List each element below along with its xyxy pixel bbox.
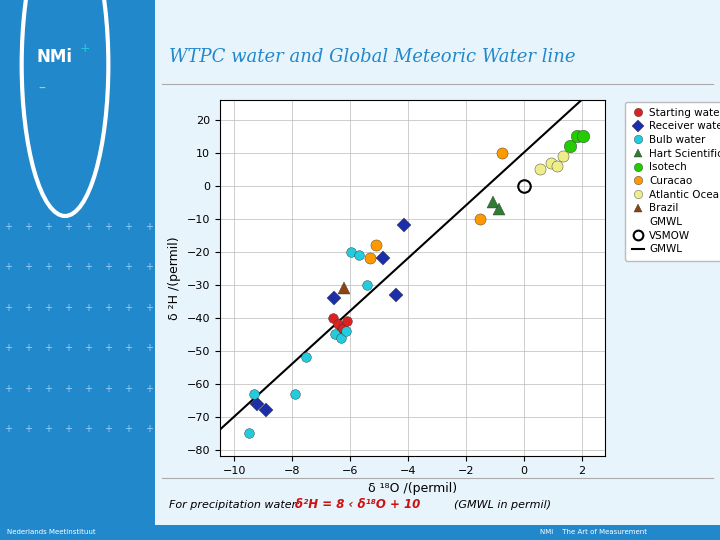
Text: +: + <box>24 424 32 434</box>
Text: +: + <box>44 384 52 394</box>
Text: +: + <box>104 384 112 394</box>
Text: +: + <box>44 343 52 353</box>
Text: +: + <box>24 303 32 313</box>
Text: Nederlands Meetinstituut: Nederlands Meetinstituut <box>7 529 96 536</box>
Text: +: + <box>145 222 153 232</box>
Text: +: + <box>4 262 12 272</box>
Text: +: + <box>4 222 12 232</box>
Text: +: + <box>125 343 132 353</box>
Text: +: + <box>84 222 92 232</box>
Text: +: + <box>145 343 153 353</box>
Text: –: – <box>38 82 45 96</box>
Text: +: + <box>145 303 153 313</box>
Text: +: + <box>125 222 132 232</box>
Text: +: + <box>145 424 153 434</box>
Text: δ²H = 8 ‹ δ¹⁸O + 10: δ²H = 8 ‹ δ¹⁸O + 10 <box>295 498 420 511</box>
Text: NMi: NMi <box>36 48 72 66</box>
Text: +: + <box>64 384 72 394</box>
Text: WTPC water and Global Meteoric Water line: WTPC water and Global Meteoric Water lin… <box>169 48 576 66</box>
Text: +: + <box>104 424 112 434</box>
Text: +: + <box>104 343 112 353</box>
Text: +: + <box>44 303 52 313</box>
Text: +: + <box>125 424 132 434</box>
Y-axis label: δ ²H /(permil): δ ²H /(permil) <box>168 237 181 320</box>
Text: +: + <box>4 343 12 353</box>
Text: +: + <box>64 303 72 313</box>
Text: +: + <box>104 262 112 272</box>
Text: +: + <box>24 343 32 353</box>
Text: +: + <box>44 222 52 232</box>
Text: +: + <box>4 384 12 394</box>
Text: +: + <box>64 262 72 272</box>
Text: +: + <box>64 222 72 232</box>
Text: +: + <box>44 262 52 272</box>
Text: +: + <box>64 343 72 353</box>
Text: +: + <box>125 303 132 313</box>
Text: +: + <box>84 424 92 434</box>
Text: +: + <box>4 424 12 434</box>
Text: +: + <box>84 384 92 394</box>
Legend: Starting water, Receiver water, Bulb water, Hart Scientific, Isotech, Curacao, A: Starting water, Receiver water, Bulb wat… <box>626 102 720 260</box>
Text: +: + <box>44 424 52 434</box>
Text: +: + <box>84 262 92 272</box>
Text: For precipitation water:: For precipitation water: <box>169 500 300 510</box>
Text: +: + <box>80 42 91 55</box>
Text: +: + <box>24 222 32 232</box>
Text: +: + <box>145 384 153 394</box>
Text: +: + <box>64 424 72 434</box>
Text: +: + <box>84 303 92 313</box>
Text: +: + <box>104 222 112 232</box>
Text: +: + <box>4 303 12 313</box>
X-axis label: δ ¹⁸O /(permil): δ ¹⁸O /(permil) <box>368 482 456 495</box>
Text: NMi    The Art of Measurement: NMi The Art of Measurement <box>540 529 647 536</box>
Text: +: + <box>125 262 132 272</box>
Text: +: + <box>104 303 112 313</box>
Text: +: + <box>84 343 92 353</box>
Text: +: + <box>125 384 132 394</box>
Text: +: + <box>145 262 153 272</box>
Text: (GMWL in permil): (GMWL in permil) <box>454 500 551 510</box>
Text: +: + <box>24 384 32 394</box>
Text: +: + <box>24 262 32 272</box>
